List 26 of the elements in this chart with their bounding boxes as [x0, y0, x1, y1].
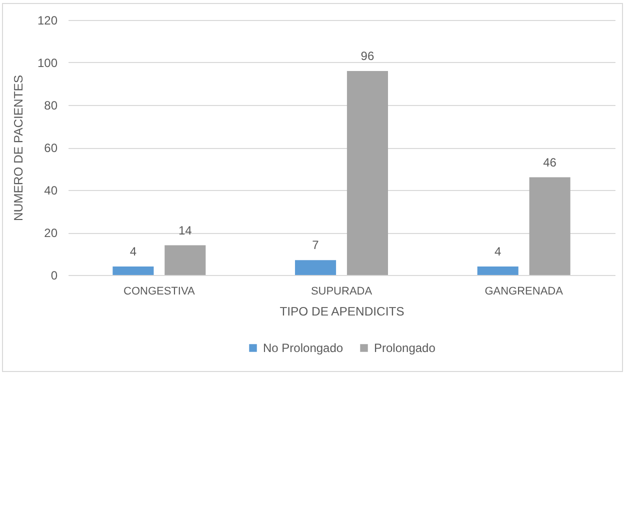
y-tick-label: 0: [50, 268, 58, 282]
bar: [112, 266, 154, 275]
data-label: 4: [130, 244, 137, 258]
y-tick-label: 120: [37, 14, 58, 28]
data-label: 14: [178, 223, 192, 238]
data-label: 7: [312, 238, 320, 252]
y-tick-label: 40: [44, 184, 58, 198]
data-label: 4: [494, 244, 502, 258]
y-tick-label: 80: [44, 98, 58, 112]
data-label: 46: [543, 155, 557, 170]
bar: [529, 177, 570, 275]
y-tick-label: 100: [37, 56, 58, 70]
x-axis-title: TIPO DE APENDICITS: [280, 304, 404, 318]
data-label: 96: [360, 49, 374, 63]
legend-label: No Prolongado: [263, 341, 344, 355]
bar: [164, 245, 206, 275]
y-tick-label: 60: [44, 141, 58, 155]
y-tick-label: 20: [44, 226, 58, 240]
bar: [346, 71, 388, 275]
x-tick-label: SUPURADA: [310, 286, 373, 298]
bar: [295, 260, 336, 275]
x-tick-label: GANGRENADA: [484, 286, 564, 298]
y-axis-title: NUMERO DE PACIENTES: [11, 74, 26, 222]
bar: [477, 266, 518, 275]
x-tick-label: CONGESTIVA: [124, 286, 196, 298]
legend-label: Prolongado: [374, 341, 436, 355]
